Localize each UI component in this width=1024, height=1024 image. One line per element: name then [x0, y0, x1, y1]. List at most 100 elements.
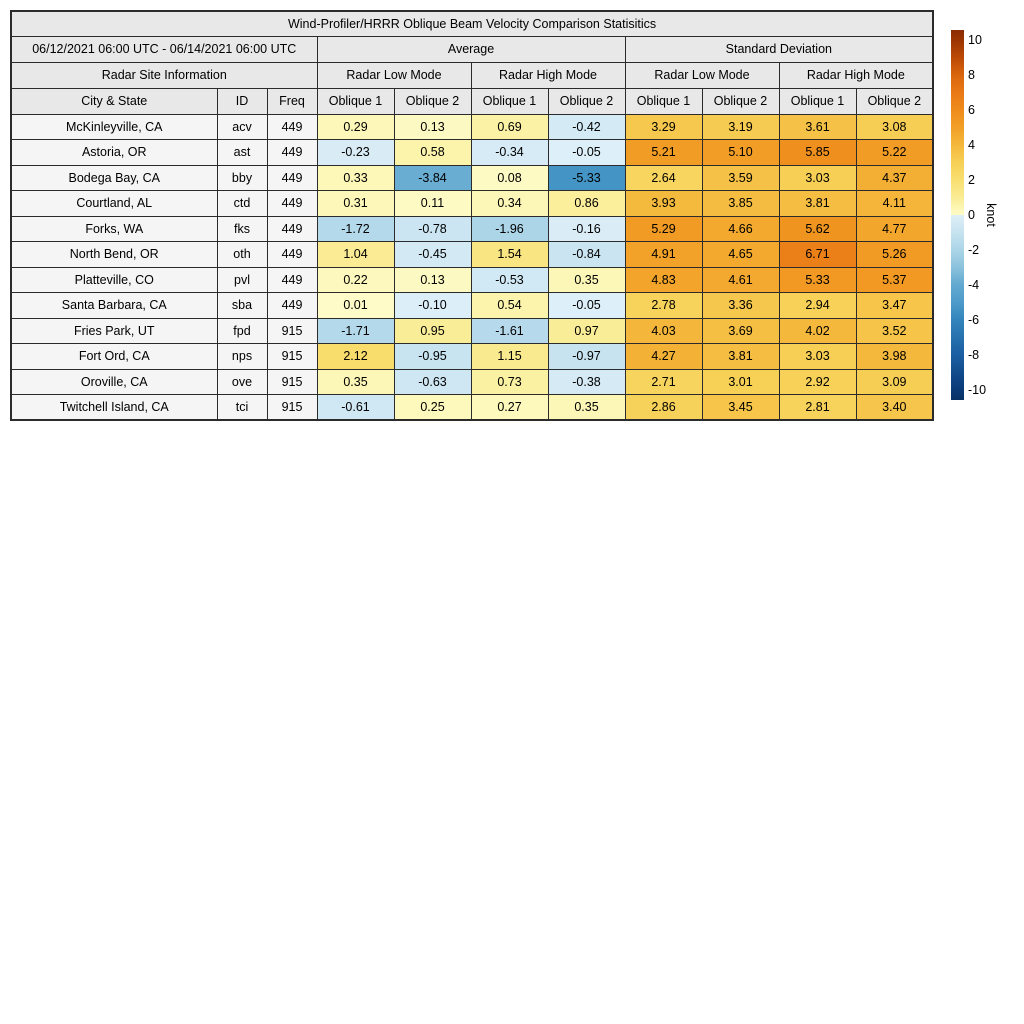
id-cell: nps: [216, 343, 268, 370]
value-cell: 5.10: [701, 139, 780, 166]
colorbar-tick-label: 6: [968, 103, 975, 118]
value-cell: 2.81: [778, 394, 857, 421]
value-cell: -0.23: [316, 139, 395, 166]
value-cell: -0.95: [393, 343, 472, 370]
colorbar-tick-label: -8: [968, 347, 980, 362]
value-cell: 0.95: [393, 317, 472, 344]
col-header-oblique2: Oblique 2: [393, 87, 472, 115]
col-header-oblique2: Oblique 2: [855, 87, 934, 115]
group-std-header: Standard Deviation: [624, 35, 934, 63]
colorbar-axis-label: knot: [984, 203, 998, 227]
value-cell: 1.15: [470, 343, 549, 370]
value-cell: 2.71: [624, 368, 703, 395]
freq-cell: 449: [266, 113, 318, 140]
value-cell: -0.45: [393, 241, 472, 268]
id-cell: sba: [216, 292, 268, 319]
col-header-freq: Freq: [266, 87, 318, 115]
value-cell: 4.11: [855, 190, 934, 217]
value-cell: -5.33: [547, 164, 626, 191]
value-cell: -0.05: [547, 292, 626, 319]
value-cell: 0.73: [470, 368, 549, 395]
value-cell: 5.29: [624, 215, 703, 242]
id-cell: tci: [216, 394, 268, 421]
value-cell: 0.97: [547, 317, 626, 344]
city-cell: Fort Ord, CA: [10, 343, 218, 370]
value-cell: 3.45: [701, 394, 780, 421]
col-header-oblique2: Oblique 2: [701, 87, 780, 115]
id-cell: pvl: [216, 266, 268, 293]
table-row: Santa Barbara, CA sba 449 0.01 -0.10 0.5…: [10, 292, 934, 319]
table-row: Astoria, OR ast 449 -0.23 0.58 -0.34 -0.…: [10, 139, 934, 166]
value-cell: -0.16: [547, 215, 626, 242]
city-cell: Fries Park, UT: [10, 317, 218, 344]
value-cell: 0.33: [316, 164, 395, 191]
id-cell: fks: [216, 215, 268, 242]
value-cell: -0.61: [316, 394, 395, 421]
value-cell: -0.42: [547, 113, 626, 140]
freq-cell: 915: [266, 394, 318, 421]
value-cell: 3.59: [701, 164, 780, 191]
colorbar: [951, 30, 964, 400]
value-cell: 3.29: [624, 113, 703, 140]
table-row: Fries Park, UT fpd 915 -1.71 0.95 -1.61 …: [10, 317, 934, 344]
colorbar-tick-label: 2: [968, 173, 975, 188]
id-cell: oth: [216, 241, 268, 268]
value-cell: 5.21: [624, 139, 703, 166]
value-cell: -0.05: [547, 139, 626, 166]
freq-cell: 449: [266, 266, 318, 293]
group-average-header: Average: [316, 35, 626, 63]
value-cell: 5.85: [778, 139, 857, 166]
value-cell: -1.61: [470, 317, 549, 344]
value-cell: 0.54: [470, 292, 549, 319]
value-cell: 0.29: [316, 113, 395, 140]
city-cell: Platteville, CO: [10, 266, 218, 293]
value-cell: 4.27: [624, 343, 703, 370]
table-row: Twitchell Island, CA tci 915 -0.61 0.25 …: [10, 394, 934, 421]
value-cell: 3.03: [778, 164, 857, 191]
col-header-oblique2: Oblique 2: [547, 87, 626, 115]
value-cell: 4.37: [855, 164, 934, 191]
value-cell: 6.71: [778, 241, 857, 268]
date-range: 06/12/2021 06:00 UTC - 06/14/2021 06:00 …: [10, 35, 318, 63]
value-cell: 5.37: [855, 266, 934, 293]
value-cell: 3.85: [701, 190, 780, 217]
value-cell: 4.61: [701, 266, 780, 293]
value-cell: 3.19: [701, 113, 780, 140]
value-cell: 3.93: [624, 190, 703, 217]
freq-cell: 915: [266, 368, 318, 395]
value-cell: 3.08: [855, 113, 934, 140]
value-cell: 4.65: [701, 241, 780, 268]
avg-high-mode-header: Radar High Mode: [470, 61, 626, 89]
freq-cell: 449: [266, 215, 318, 242]
value-cell: 3.36: [701, 292, 780, 319]
colorbar-tick-label: -6: [968, 312, 980, 327]
std-low-mode-header: Radar Low Mode: [624, 61, 780, 89]
value-cell: 0.31: [316, 190, 395, 217]
city-cell: Courtland, AL: [10, 190, 218, 217]
value-cell: 0.34: [470, 190, 549, 217]
colorbar-tick-label: 4: [968, 138, 975, 153]
value-cell: 2.94: [778, 292, 857, 319]
table-row: Bodega Bay, CA bby 449 0.33 -3.84 0.08 -…: [10, 164, 934, 191]
value-cell: -0.10: [393, 292, 472, 319]
freq-cell: 915: [266, 317, 318, 344]
col-header-oblique1: Oblique 1: [778, 87, 857, 115]
value-cell: 0.13: [393, 113, 472, 140]
value-cell: -0.97: [547, 343, 626, 370]
colorbar-tick-label: 8: [968, 68, 975, 83]
freq-cell: 915: [266, 343, 318, 370]
table-row: North Bend, OR oth 449 1.04 -0.45 1.54 -…: [10, 241, 934, 268]
value-cell: 4.02: [778, 317, 857, 344]
value-cell: 2.92: [778, 368, 857, 395]
value-cell: 3.52: [855, 317, 934, 344]
value-cell: 3.03: [778, 343, 857, 370]
col-header-city: City & State: [10, 87, 218, 115]
value-cell: 0.08: [470, 164, 549, 191]
value-cell: 4.03: [624, 317, 703, 344]
value-cell: 4.66: [701, 215, 780, 242]
colorbar-tick-label: -10: [968, 382, 987, 397]
page-title: Wind-Profiler/HRRR Oblique Beam Velocity…: [10, 10, 934, 37]
city-cell: Santa Barbara, CA: [10, 292, 218, 319]
freq-cell: 449: [266, 164, 318, 191]
